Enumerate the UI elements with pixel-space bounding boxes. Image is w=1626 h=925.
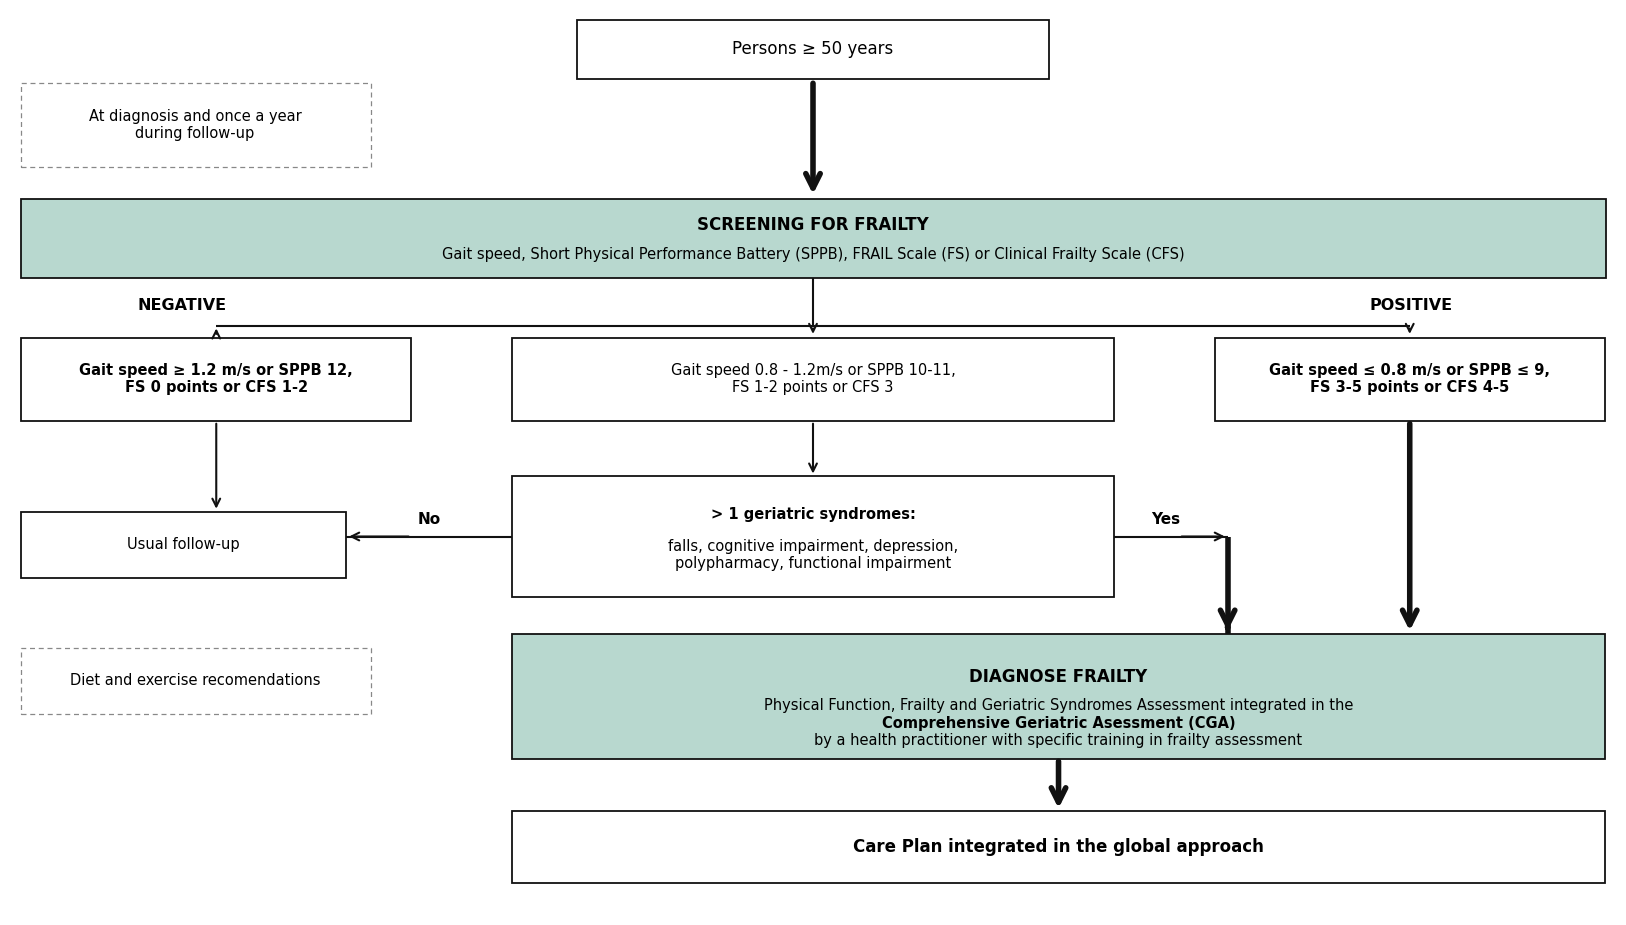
FancyBboxPatch shape (512, 476, 1114, 597)
FancyBboxPatch shape (21, 83, 371, 166)
Text: Gait speed ≥ 1.2 m/s or SPPB 12,
FS 0 points or CFS 1-2: Gait speed ≥ 1.2 m/s or SPPB 12, FS 0 po… (80, 363, 353, 396)
FancyBboxPatch shape (512, 338, 1114, 421)
FancyBboxPatch shape (21, 512, 346, 578)
Text: Diet and exercise recomendations: Diet and exercise recomendations (70, 673, 320, 688)
FancyBboxPatch shape (21, 338, 411, 421)
FancyBboxPatch shape (512, 811, 1605, 883)
FancyBboxPatch shape (21, 199, 1606, 278)
Text: POSITIVE: POSITIVE (1369, 298, 1454, 313)
Text: DIAGNOSE FRAILTY: DIAGNOSE FRAILTY (969, 668, 1148, 686)
FancyBboxPatch shape (21, 648, 371, 714)
Text: Physical Function, Frailty and Geriatric Syndromes Assessment integrated in the: Physical Function, Frailty and Geriatric… (764, 698, 1353, 713)
Text: At diagnosis and once a year
during follow-up: At diagnosis and once a year during foll… (89, 108, 301, 142)
Text: > 1 geriatric syndromes:: > 1 geriatric syndromes: (711, 507, 915, 522)
FancyBboxPatch shape (577, 20, 1049, 79)
Text: NEGATIVE: NEGATIVE (138, 298, 226, 313)
Text: Care Plan integrated in the global approach: Care Plan integrated in the global appro… (854, 838, 1263, 857)
Text: Usual follow-up: Usual follow-up (127, 537, 241, 552)
Text: SCREENING FOR FRAILTY: SCREENING FOR FRAILTY (698, 216, 928, 234)
Text: Persons ≥ 50 years: Persons ≥ 50 years (732, 40, 894, 58)
Text: Gait speed, Short Physical Performance Battery (SPPB), FRAIL Scale (FS) or Clini: Gait speed, Short Physical Performance B… (442, 247, 1184, 262)
Text: Gait speed ≤ 0.8 m/s or SPPB ≤ 9,
FS 3-5 points or CFS 4-5: Gait speed ≤ 0.8 m/s or SPPB ≤ 9, FS 3-5… (1270, 363, 1550, 396)
Text: Yes: Yes (1151, 512, 1180, 527)
Text: Comprehensive Geriatric Asessment (CGA): Comprehensive Geriatric Asessment (CGA) (881, 716, 1236, 731)
Text: by a health practitioner with specific training in frailty assessment: by a health practitioner with specific t… (815, 734, 1302, 748)
FancyBboxPatch shape (512, 634, 1605, 758)
Text: falls, cognitive impairment, depression,
polypharmacy, functional impairment: falls, cognitive impairment, depression,… (668, 538, 958, 572)
FancyBboxPatch shape (1215, 338, 1605, 421)
Text: Gait speed 0.8 - 1.2m/s or SPPB 10-11,
FS 1-2 points or CFS 3: Gait speed 0.8 - 1.2m/s or SPPB 10-11, F… (670, 363, 956, 396)
Text: No: No (418, 512, 441, 527)
